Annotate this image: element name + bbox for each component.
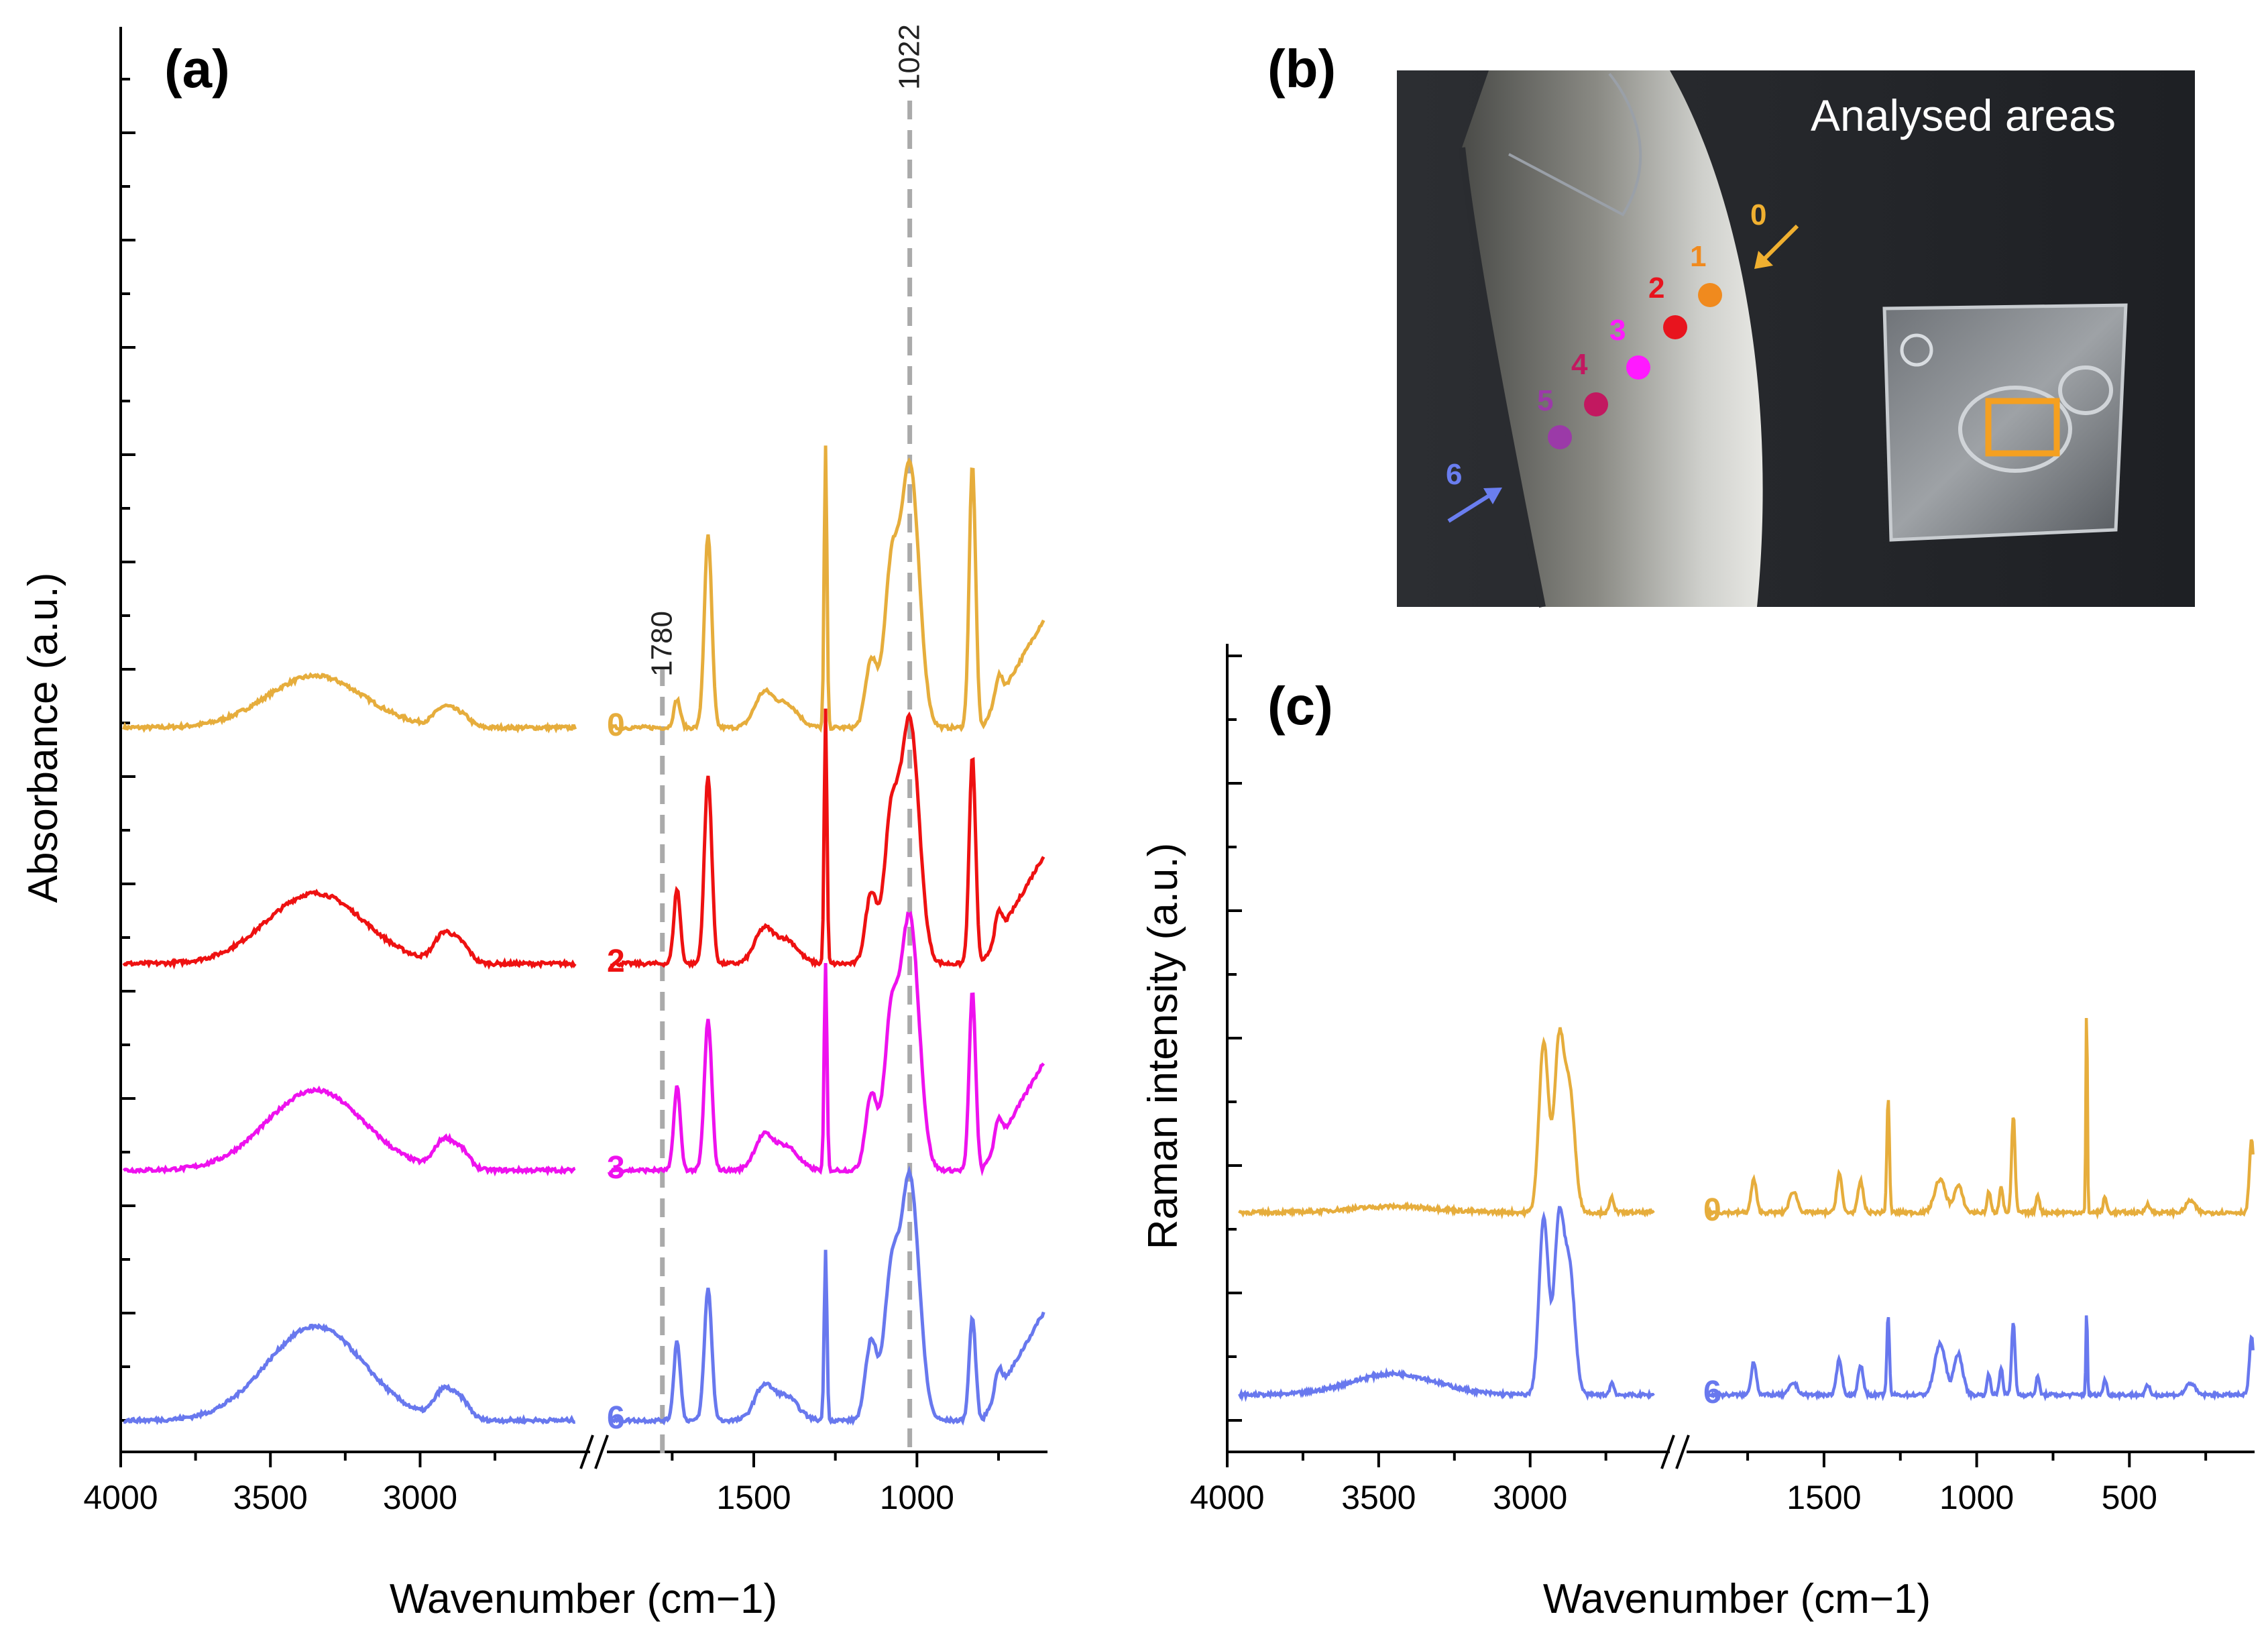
series-line-3	[122, 1085, 576, 1177]
reference-label-1022: 1022	[893, 24, 926, 90]
photo-inset-sample	[1882, 303, 2128, 542]
panel-b-photo: Analysed areas 0 1 2 3 4 5 6	[1397, 70, 2195, 608]
series-line-6	[123, 1322, 575, 1425]
photo-inset-bubble	[1900, 333, 1933, 367]
panel-label-c: (c)	[1267, 676, 1333, 736]
spot-6-arrow-head	[1483, 488, 1502, 504]
trace-label-0: 0	[607, 708, 625, 743]
trace-label-2: 2	[607, 944, 625, 979]
spot-label-4: 4	[1571, 348, 1588, 381]
series-line-2	[610, 708, 1045, 969]
panel-a-y-ticks	[121, 78, 135, 1422]
trace-label-3: 3	[607, 1150, 625, 1186]
panel-c-tick-label: 1500	[1787, 1479, 1861, 1516]
series-line-2	[122, 889, 577, 970]
raman-series-line-0	[1238, 1027, 1655, 1220]
raman-trace-label-0: 0	[1703, 1192, 1721, 1228]
panel-label-b: (b)	[1267, 39, 1336, 99]
spot-label-0: 0	[1750, 199, 1766, 231]
panel-c-raman-plot: 4000 3500 3000 1500 1000 500 Wavenumber …	[1140, 644, 2255, 1622]
photo-crack	[1508, 72, 1642, 217]
photo-inset-ring-small	[2058, 365, 2113, 415]
panel-a-axis-break	[579, 1434, 609, 1469]
panel-c-tick-label: 3000	[1493, 1479, 1567, 1516]
panel-a-traces	[122, 445, 1045, 1426]
panel-a-tick-label: 3500	[233, 1479, 308, 1516]
spot-label-2: 2	[1648, 272, 1664, 304]
series-line-6	[610, 1165, 1045, 1426]
panel-c-y-ticks	[1227, 655, 1242, 1422]
panel-a-tick-label: 4000	[83, 1479, 158, 1516]
panel-label-a: (a)	[164, 39, 230, 99]
photo-sample-shard	[1462, 70, 1763, 607]
panel-c-x-ticks	[1226, 1452, 2208, 1467]
spot-label-3: 3	[1609, 314, 1626, 347]
panel-c-tick-label: 4000	[1190, 1479, 1264, 1516]
spot-5	[1548, 425, 1572, 449]
trace-label-6: 6	[607, 1400, 625, 1436]
series-line-3	[608, 911, 1045, 1177]
spot-label-5: 5	[1537, 384, 1553, 417]
panel-c-traces	[1238, 1017, 2255, 1402]
panel-a-y-axis-title: Absorbance (a.u.)	[20, 573, 66, 903]
raman-series-line-0	[1707, 1017, 2255, 1220]
panel-a-tick-label: 1500	[716, 1479, 791, 1516]
raman-series-line-6	[1706, 1315, 2255, 1402]
photo-inset-analysed-box	[1985, 398, 2060, 457]
spot-0-arrow-head	[1754, 251, 1773, 269]
series-line-0	[609, 445, 1045, 734]
panel-c-tick-label: 1000	[1939, 1479, 2014, 1516]
panel-c-tick-label: 500	[2102, 1479, 2157, 1516]
photo-shard-edge	[1459, 147, 1546, 608]
panel-c-y-axis-title: Raman intensity (a.u.)	[1140, 843, 1186, 1249]
panel-a-tick-label: 1000	[880, 1479, 954, 1516]
spot-label-6: 6	[1446, 458, 1462, 491]
raman-series-line-6	[1238, 1206, 1655, 1402]
photo-inset-ring	[1958, 386, 2072, 473]
panel-a-x-axis-title: Wavenumber (cm−1)	[390, 1576, 777, 1622]
spot-2	[1663, 315, 1687, 339]
raman-trace-label-6: 6	[1703, 1375, 1721, 1410]
panel-c-x-axis-title: Wavenumber (cm−1)	[1543, 1576, 1931, 1622]
spot-3	[1626, 355, 1650, 380]
spot-1	[1698, 283, 1722, 307]
panel-a-x-ticks	[119, 1452, 1000, 1467]
panel-a-ftir-plot: 4000 3500 3000 1500 1000 Wavenumber (cm−…	[20, 24, 1047, 1622]
panel-a-tick-label: 3000	[383, 1479, 457, 1516]
spot-label-1: 1	[1690, 240, 1706, 273]
spot-4	[1584, 392, 1608, 416]
reference-label-1780: 1780	[646, 611, 679, 677]
photo-title: Analysed areas	[1811, 91, 2116, 140]
series-line-0	[122, 672, 577, 734]
panel-c-axis-break	[1660, 1434, 1690, 1469]
panel-c-tick-label: 3500	[1341, 1479, 1416, 1516]
